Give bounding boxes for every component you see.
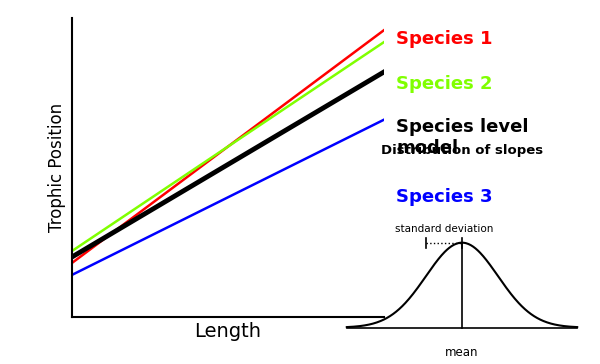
Text: mean: mean xyxy=(445,346,479,359)
X-axis label: Length: Length xyxy=(194,322,262,341)
Text: Species level
model: Species level model xyxy=(397,118,529,157)
Text: Distribution of slopes: Distribution of slopes xyxy=(381,145,543,157)
Text: Species 2: Species 2 xyxy=(397,75,493,93)
Text: Species 1: Species 1 xyxy=(397,30,493,48)
Y-axis label: Trophic Position: Trophic Position xyxy=(49,103,67,232)
Text: standard deviation: standard deviation xyxy=(395,224,493,234)
Text: Species 3: Species 3 xyxy=(397,188,493,206)
